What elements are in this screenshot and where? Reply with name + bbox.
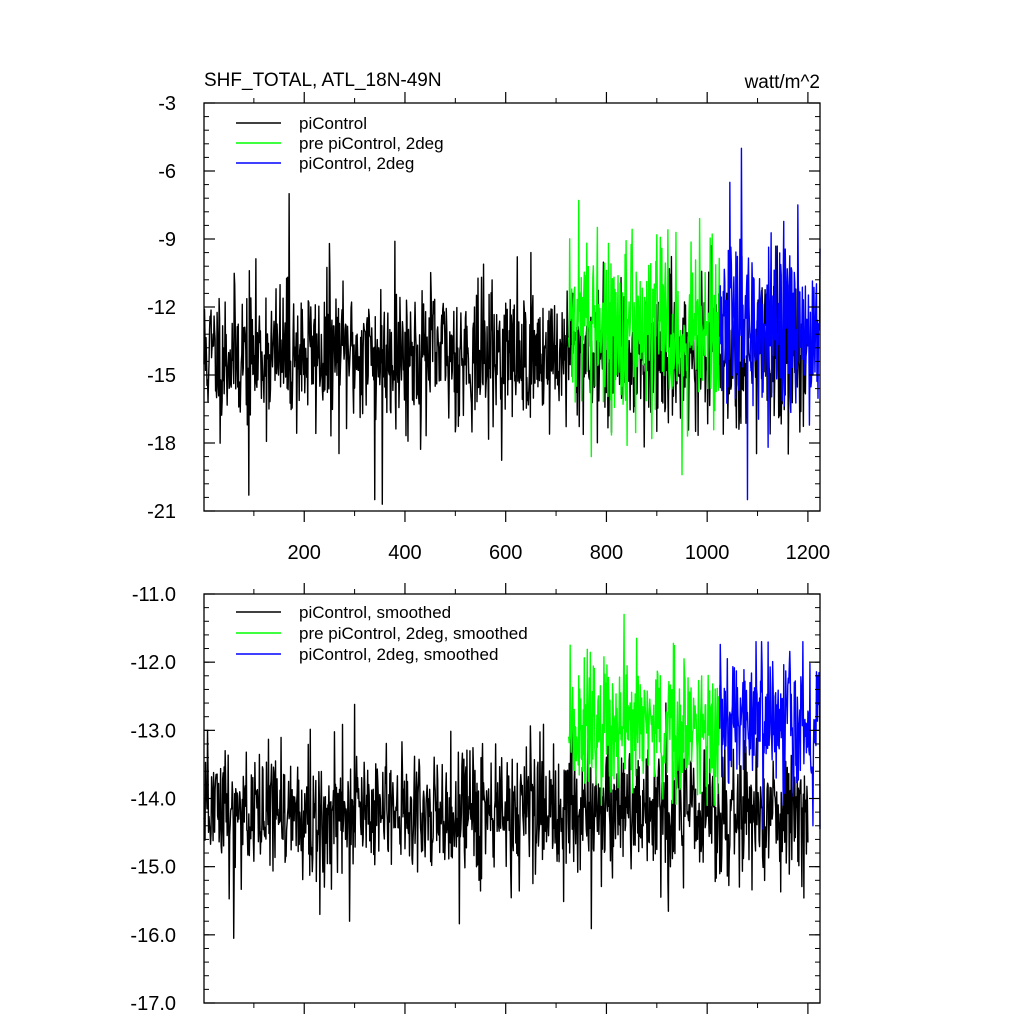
y-tick-label: -13.0 — [130, 720, 176, 742]
y-tick-label: -3 — [158, 93, 176, 115]
legend-label: piControl, smoothed — [299, 603, 451, 622]
y-tick-label: -12 — [147, 297, 176, 319]
y-tick-label: -16.0 — [130, 925, 176, 947]
x-tick-label: 600 — [489, 542, 522, 564]
y-tick-label: -9 — [158, 229, 176, 251]
y-tick-label: -21 — [147, 501, 176, 523]
x-tick-label: 1000 — [685, 542, 730, 564]
y-tick-label: -17.0 — [130, 993, 176, 1015]
y-tick-label: -15.0 — [130, 857, 176, 879]
series-line-picontrol-2deg — [719, 147, 821, 501]
legend-label: pre piControl, 2deg — [299, 134, 444, 153]
x-tick-label: 800 — [590, 542, 623, 564]
y-tick-label: -15 — [147, 365, 176, 387]
y-tick-label: -12.0 — [130, 652, 176, 674]
series-line-pre-picontrol-2deg-smoothed — [567, 613, 721, 807]
x-tick-label: 400 — [388, 542, 421, 564]
legend-label: piControl — [299, 114, 367, 133]
series-line-picontrol-2deg-smoothed — [719, 641, 821, 830]
bottom-panel: -11.0 -12.0 -13.0 -14.0 -15.0 -16.0 -17.0 piCon… — [130, 583, 821, 1015]
y-tick-label: -6 — [158, 161, 176, 183]
y-tick-label: -11.0 — [132, 584, 176, 606]
legend-label: piControl, 2deg, smoothed — [299, 645, 498, 664]
y-tick-label: -14.0 — [130, 789, 176, 811]
x-tick-label: 200 — [288, 542, 321, 564]
legend-label: pre piControl, 2deg, smoothed — [299, 624, 528, 643]
chart-title: SHF_TOTAL, ATL_18N-49N — [204, 70, 442, 91]
series-line-pre-picontrol-2deg — [567, 199, 721, 476]
x-tick-label: 1200 — [786, 542, 831, 564]
y-tick-label: -18 — [147, 433, 176, 455]
legend-label: piControl, 2deg — [299, 154, 414, 173]
units-label: watt/m^2 — [744, 72, 820, 93]
series-line-picontrol-smoothed — [203, 702, 809, 939]
top-panel: -3 -6 -9 -12 -15 -18 -21 200 400 600 800 1000 1200 pi… — [147, 92, 830, 564]
